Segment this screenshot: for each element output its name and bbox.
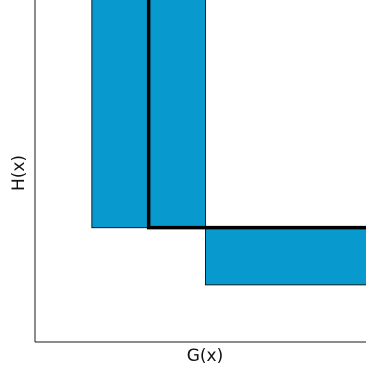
filled-rectangle-2	[205, 227, 366, 286]
x-axis-label: G(x)	[187, 346, 224, 366]
step-line	[146, 0, 366, 230]
plot-area	[91, 0, 366, 286]
y-axis-label: H(x)	[9, 155, 29, 191]
